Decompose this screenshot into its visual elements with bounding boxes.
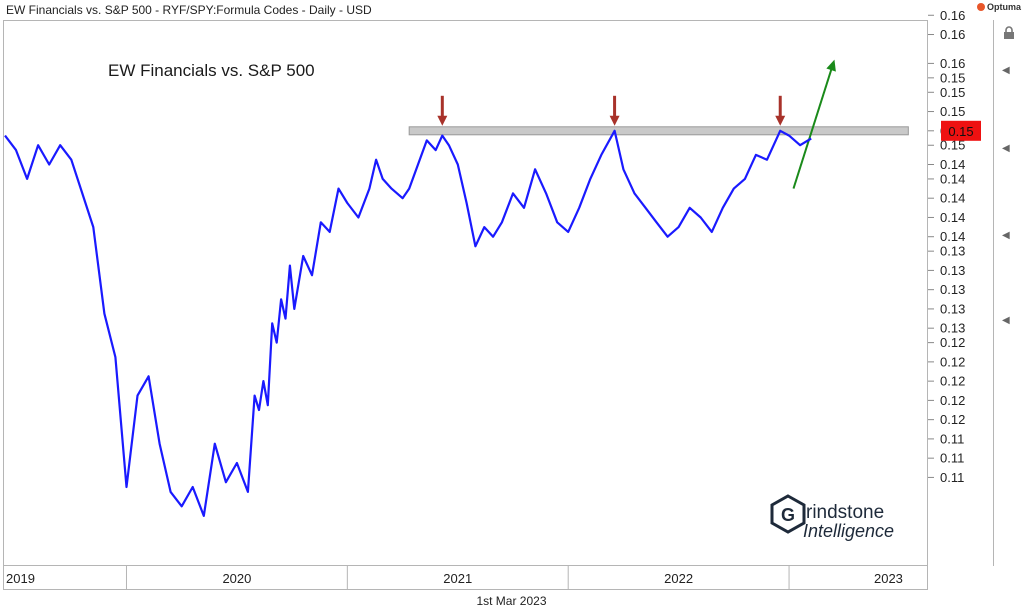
chart-header: EW Financials vs. S&P 500 - RYF/SPY:Form…	[0, 0, 1023, 21]
x-tick-label: 2023	[874, 571, 903, 586]
top-marker-arrow-icon	[775, 115, 786, 126]
chart-header-title: EW Financials vs. S&P 500 - RYF/SPY:Form…	[6, 3, 372, 17]
series-layer	[4, 129, 812, 518]
y-tick-label: 0.11	[940, 431, 964, 446]
date-label: 1st Mar 2023	[476, 594, 547, 608]
y-tick-label: 0.13	[940, 301, 965, 316]
y-tick-label: 0.12	[940, 374, 965, 389]
y-tick-label: 0.12	[940, 412, 965, 427]
top-marker-arrow-icon	[437, 115, 448, 126]
y-tick-label: 0.13	[940, 244, 965, 259]
projection-arrowhead-icon	[826, 59, 836, 72]
y-tick-label: 0.14	[940, 229, 965, 244]
y-tick-label: 0.11	[940, 470, 964, 485]
watermark-line1: rindstone	[806, 502, 884, 523]
resistance-band	[408, 126, 909, 136]
y-axis-ticks: 0.160.160.160.150.150.150.150.150.140.14…	[928, 8, 965, 485]
plot-frame[interactable]	[3, 20, 928, 566]
last-value-tag: 0.15	[941, 120, 981, 141]
y-tick-label: 0.15	[940, 85, 965, 100]
brand-name: Optuma	[987, 2, 1022, 12]
y-tick-label: 0.13	[940, 321, 965, 336]
chart-title: EW Financials vs. S&P 500	[108, 61, 315, 80]
scroll-left-arrow-icon[interactable]: ◀	[1002, 65, 1010, 76]
y-tick-label: 0.15	[940, 70, 965, 85]
x-tick-label: 2022	[664, 571, 693, 586]
scroll-left-arrow-icon-3[interactable]: ◀	[1002, 230, 1010, 241]
side-controls: ◀ ◀ ◀ ◀	[995, 20, 1023, 566]
watermark-line2: Intelligence	[803, 521, 894, 541]
y-tick-label: 0.15	[940, 138, 965, 153]
y-axis-panel[interactable]	[928, 20, 994, 566]
y-tick-label: 0.16	[940, 8, 965, 23]
chart-annotations	[408, 59, 909, 189]
x-axis-ticks: 2019 2020 2021 2022 2023	[6, 566, 903, 590]
lock-icon[interactable]	[1003, 26, 1015, 40]
grindstone-logo-icon	[770, 494, 806, 534]
scroll-left-arrow-icon-4[interactable]: ◀	[1002, 315, 1010, 326]
y-tick-label: 0.16	[940, 56, 965, 71]
y-tick-label: 0.15	[940, 104, 965, 119]
grindstone-watermark: G rindstone Intelligence	[770, 494, 894, 541]
y-tick-label: 0.14	[940, 191, 965, 206]
y-tick-label: 0.16	[940, 27, 965, 42]
x-tick-label: 2021	[443, 571, 472, 586]
last-value-text: 0.15	[948, 124, 973, 139]
x-tick-label: 2019	[6, 571, 35, 586]
y-tick-label: 0.13	[940, 282, 965, 297]
x-tick-label: 2020	[222, 571, 251, 586]
projection-line	[792, 63, 835, 189]
grindstone-logo-letter: G	[781, 505, 795, 525]
optuma-logo-icon	[977, 3, 985, 11]
scroll-left-arrow-icon-2[interactable]: ◀	[1002, 143, 1010, 154]
y-tick-label: 0.12	[940, 354, 965, 369]
top-marker-arrow-icon	[609, 115, 620, 126]
y-tick-label: 0.14	[940, 210, 965, 225]
y-tick-label: 0.14	[940, 171, 965, 186]
x-axis-panel[interactable]	[3, 566, 928, 590]
y-tick-label: 0.11	[940, 451, 964, 466]
y-tick-label: 0.14	[940, 157, 965, 172]
y-tick-label: 0.13	[940, 263, 965, 278]
series-line	[4, 129, 812, 518]
brand-label: Optuma	[977, 2, 1021, 12]
y-tick-label: 0.12	[940, 393, 965, 408]
last-value-box	[941, 120, 981, 141]
y-tick-label: 0.12	[940, 335, 965, 350]
